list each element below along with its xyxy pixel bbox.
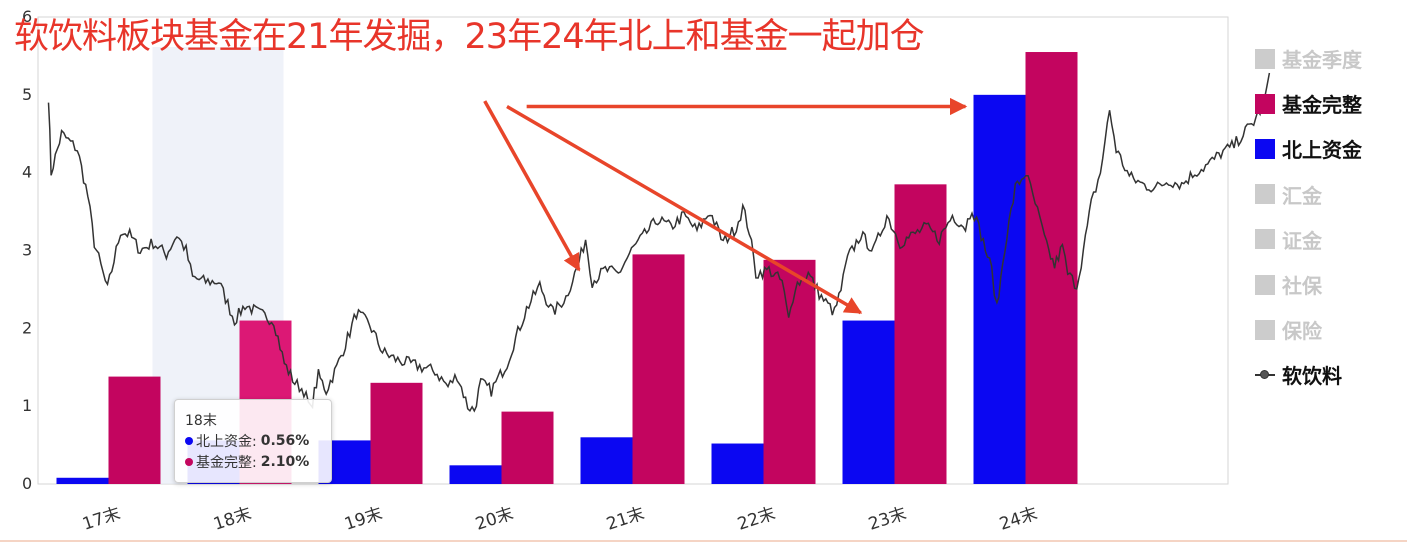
annotation-arrow — [483, 100, 581, 272]
tooltip-dot-fund — [185, 457, 193, 466]
annotation-arrow — [506, 104, 863, 315]
y-tick-label: 3 — [22, 241, 32, 260]
legend-label: 基金完整 — [1282, 93, 1362, 118]
legend-item[interactable]: 基金完整 — [1255, 81, 1362, 126]
x-tick-label: 17末 — [80, 504, 123, 535]
tooltip-label-northbound: 北上资金: — [196, 433, 257, 450]
legend-swatch — [1255, 93, 1275, 114]
tooltip-row-northbound: 北上资金: 0.56% — [185, 430, 321, 451]
y-tick-label: 5 — [22, 85, 32, 104]
x-tick-label: 22末 — [735, 504, 778, 535]
legend: 基金季度基金完整北上资金汇金证金社保保险软饮料 — [1255, 36, 1362, 398]
tooltip-row-fund: 基金完整: 2.10% — [185, 451, 321, 472]
bar-northbound — [449, 465, 502, 484]
x-tick-label: 21末 — [604, 504, 647, 535]
bar-fund — [632, 254, 685, 484]
legend-swatch — [1255, 319, 1275, 340]
x-tick-label: 20末 — [473, 504, 516, 535]
legend-label: 社保 — [1282, 274, 1322, 299]
legend-label: 证金 — [1282, 228, 1322, 253]
legend-swatch — [1255, 229, 1275, 250]
chart-title: 软饮料板块基金在21年发掘，23年24年北上和基金一起加仓 — [14, 17, 925, 57]
legend-label: 北上资金 — [1282, 138, 1362, 163]
tooltip-value-northbound: 0.56% — [260, 432, 310, 449]
legend-label: 汇金 — [1282, 183, 1322, 208]
x-tick-label: 18末 — [211, 504, 254, 535]
bottom-border — [0, 540, 1407, 542]
tooltip-label-fund: 基金完整: — [196, 454, 257, 471]
legend-label: 基金季度 — [1282, 48, 1362, 73]
line-soft-drinks — [47, 72, 1271, 413]
x-tick-label: 19末 — [342, 504, 385, 535]
bar-fund — [370, 382, 423, 484]
legend-item[interactable]: 保险 — [1255, 307, 1362, 352]
x-tick-label: 24末 — [997, 504, 1040, 535]
legend-swatch — [1255, 138, 1275, 159]
y-tick-label: 2 — [22, 318, 32, 337]
legend-swatch — [1255, 274, 1275, 295]
bar-fund — [894, 184, 947, 484]
tooltip-title: 18末 — [185, 413, 217, 429]
tooltip-dot-northbound — [185, 436, 193, 445]
y-tick-label: 1 — [22, 396, 32, 415]
legend-swatch — [1255, 48, 1275, 69]
legend-item[interactable]: 北上资金 — [1255, 126, 1362, 171]
legend-item[interactable]: 软饮料 — [1255, 352, 1362, 397]
y-tick-label: 6 — [22, 7, 32, 26]
bar-northbound — [842, 320, 895, 484]
bar-northbound — [580, 437, 633, 484]
tooltip-value-fund: 2.10% — [260, 453, 310, 470]
tooltip: 18末 北上资金: 0.56% 基金完整: 2.10% — [174, 399, 332, 483]
legend-item[interactable]: 证金 — [1255, 217, 1362, 262]
y-tick-label: 0 — [22, 474, 32, 493]
legend-item[interactable]: 基金季度 — [1255, 36, 1362, 81]
legend-item[interactable]: 社保 — [1255, 262, 1362, 307]
bar-northbound — [56, 477, 109, 484]
legend-label: 软饮料 — [1282, 364, 1342, 389]
y-tick-label: 4 — [22, 163, 32, 182]
legend-item[interactable]: 汇金 — [1255, 172, 1362, 217]
legend-swatch — [1255, 184, 1275, 205]
legend-line-marker — [1255, 365, 1275, 385]
bar-northbound — [711, 443, 764, 484]
bar-fund — [763, 259, 816, 484]
bar-fund — [108, 376, 161, 484]
bar-fund — [1025, 52, 1078, 485]
legend-label: 保险 — [1282, 319, 1322, 344]
bar-fund — [501, 411, 554, 484]
x-tick-label: 23末 — [866, 504, 909, 535]
